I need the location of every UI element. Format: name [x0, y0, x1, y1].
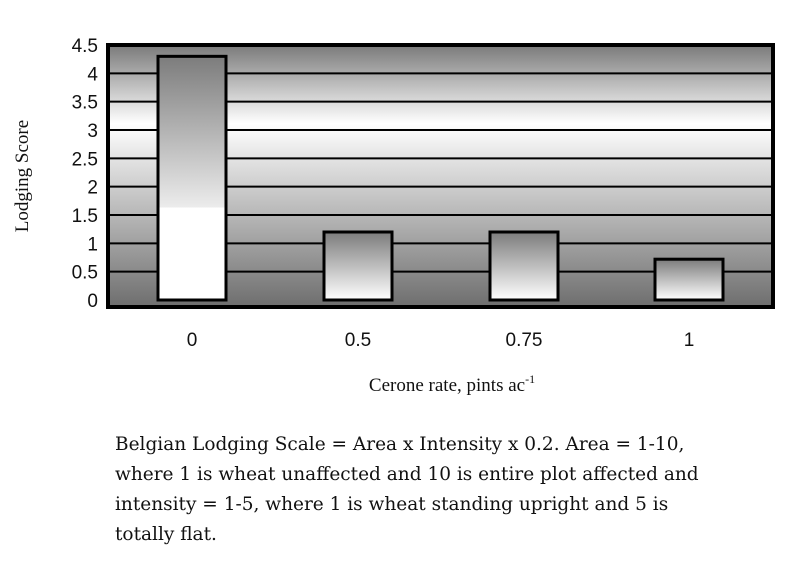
y-tick-label: 3	[87, 121, 98, 142]
x-tick-label: 1	[684, 330, 695, 351]
y-tick-label: 1	[87, 234, 98, 255]
y-tick-label: 4	[87, 64, 98, 85]
x-tick-label: 0	[187, 330, 198, 351]
y-tick-label: 0.5	[72, 263, 98, 284]
y-tick-labels: 0 0.5 1 1.5 2 2.5 3 3.5 4 4.5	[72, 36, 99, 312]
x-axis-title-superscript: -1	[525, 372, 535, 386]
bar	[156, 54, 228, 302]
plot-frame	[106, 43, 775, 309]
x-tick-labels: 0 0.5 0.75 1	[187, 330, 695, 351]
x-axis-title: Cerone rate, pints ac-1	[369, 372, 535, 396]
y-tick-label: 0	[87, 291, 98, 312]
bars	[156, 54, 725, 302]
x-axis-title-text: Cerone rate, pints ac	[369, 375, 525, 396]
y-tick-label: 1.5	[72, 206, 98, 227]
y-axis-title: Lodging Score	[12, 120, 33, 232]
figure-caption: Belgian Lodging Scale = Area x Intensity…	[115, 434, 699, 545]
bar	[322, 230, 394, 302]
x-tick-label: 0.75	[506, 330, 543, 351]
y-tick-label: 4.5	[72, 36, 98, 57]
y-tick-label: 2	[87, 178, 98, 199]
bar	[653, 257, 725, 302]
x-tick-label: 0.5	[345, 330, 371, 351]
y-tick-label: 3.5	[72, 93, 98, 114]
bar	[488, 230, 560, 302]
y-tick-label: 2.5	[72, 149, 98, 170]
